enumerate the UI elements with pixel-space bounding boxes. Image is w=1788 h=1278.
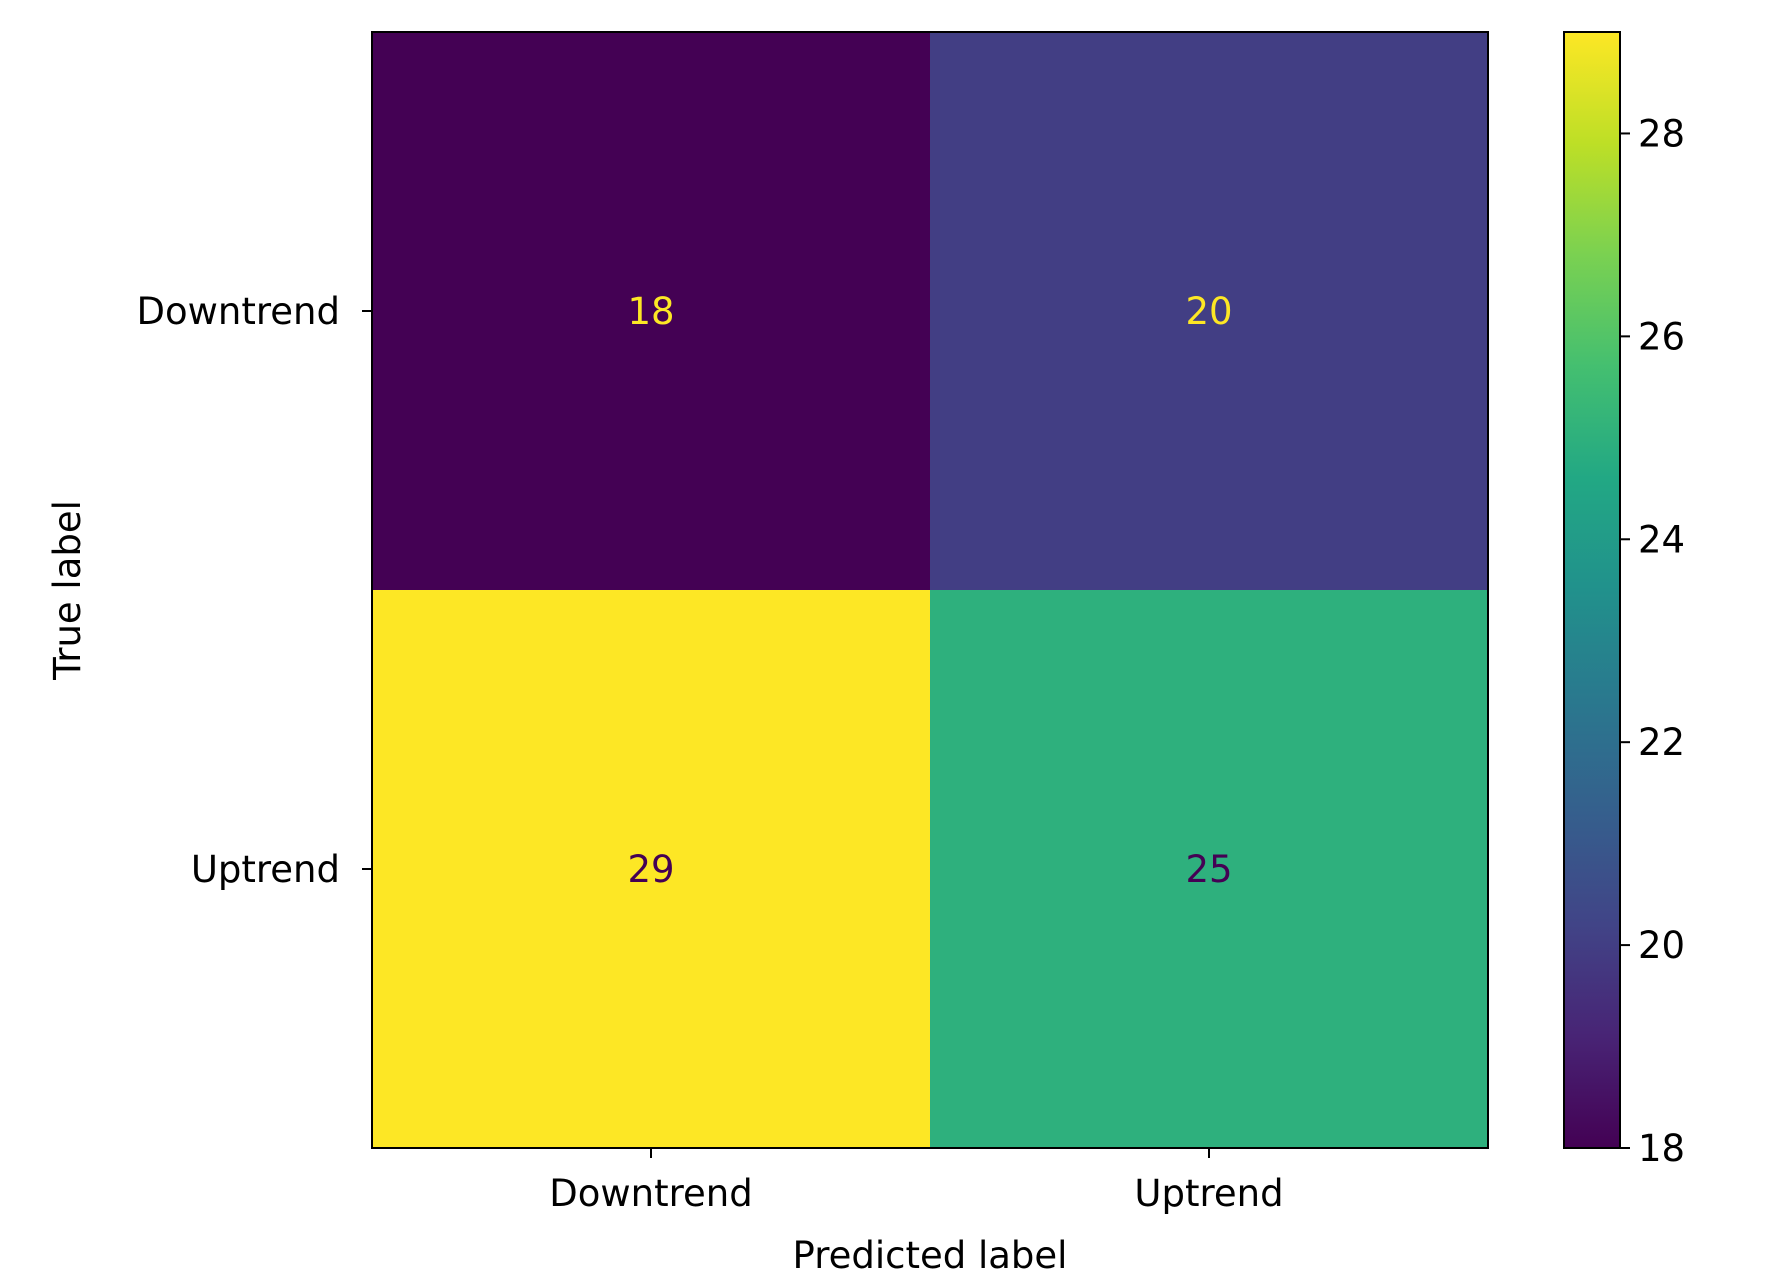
heatmap-cell <box>930 32 1488 590</box>
cell-value-label: 25 <box>1185 848 1232 891</box>
heatmap-cell <box>372 32 930 590</box>
x-tick-label: Downtrend <box>549 1172 752 1215</box>
cell-value-label: 18 <box>627 290 674 333</box>
colorbar-tick-label: 22 <box>1638 721 1685 764</box>
y-axis-ticks: Downtrend Uptrend <box>137 290 372 891</box>
y-tick-label: Uptrend <box>191 848 340 891</box>
heatmap-cells <box>372 32 1488 1148</box>
colorbar <box>1563 31 1621 1149</box>
colorbar-tick-label: 18 <box>1638 1127 1685 1170</box>
x-axis-label: Predicted label <box>793 1234 1068 1277</box>
plot-frame <box>371 31 1489 1149</box>
colorbar-tick-label: 26 <box>1638 315 1685 358</box>
colorbar-tick-label: 28 <box>1638 112 1685 155</box>
heatmap-cell <box>372 590 930 1148</box>
x-axis-ticks: Downtrend Uptrend <box>549 1148 1284 1215</box>
heatmap-cell <box>930 590 1488 1148</box>
cell-value-labels: 18 20 29 25 <box>627 290 1232 891</box>
y-axis-label: True label <box>46 500 89 681</box>
colorbar-tick-label: 20 <box>1638 924 1685 967</box>
x-tick-label: Uptrend <box>1134 1172 1283 1215</box>
colorbar-tick-label: 24 <box>1638 518 1685 561</box>
cell-value-label: 20 <box>1185 290 1232 333</box>
colorbar-ticks: 18 20 22 24 26 28 <box>1620 112 1685 1170</box>
cell-value-label: 29 <box>627 848 674 891</box>
y-tick-label: Downtrend <box>137 290 340 333</box>
